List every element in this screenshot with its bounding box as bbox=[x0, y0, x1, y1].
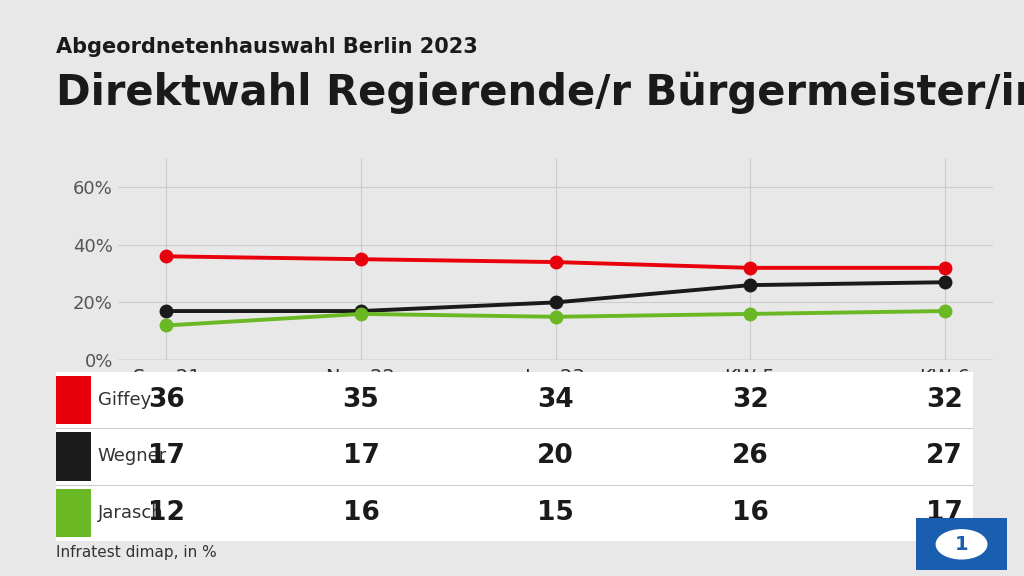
Text: 17: 17 bbox=[926, 500, 964, 526]
Text: 32: 32 bbox=[927, 387, 963, 413]
Bar bbox=[56, 433, 91, 480]
Text: 36: 36 bbox=[148, 387, 184, 413]
Bar bbox=[56, 489, 91, 537]
Circle shape bbox=[936, 530, 987, 559]
Text: 16: 16 bbox=[342, 500, 380, 526]
Text: 17: 17 bbox=[342, 444, 380, 469]
Text: 32: 32 bbox=[732, 387, 768, 413]
Text: 20: 20 bbox=[538, 444, 573, 469]
Bar bbox=[56, 376, 91, 424]
Text: Wegner: Wegner bbox=[97, 448, 167, 465]
Text: 1: 1 bbox=[954, 535, 969, 554]
Text: 35: 35 bbox=[343, 387, 379, 413]
Text: 26: 26 bbox=[732, 444, 768, 469]
Text: Direktwahl Regierende/r Bürgermeister/in: Direktwahl Regierende/r Bürgermeister/in bbox=[56, 72, 1024, 115]
Text: 27: 27 bbox=[927, 444, 963, 469]
Text: 17: 17 bbox=[147, 444, 185, 469]
Text: Jarasch: Jarasch bbox=[97, 504, 163, 522]
Text: 12: 12 bbox=[147, 500, 185, 526]
Text: Infratest dimap, in %: Infratest dimap, in % bbox=[56, 545, 217, 560]
FancyBboxPatch shape bbox=[913, 517, 1010, 572]
Text: 16: 16 bbox=[731, 500, 769, 526]
Text: 34: 34 bbox=[538, 387, 573, 413]
Text: Giffey: Giffey bbox=[97, 391, 151, 409]
Text: 15: 15 bbox=[537, 500, 574, 526]
Text: Abgeordnetenhauswahl Berlin 2023: Abgeordnetenhauswahl Berlin 2023 bbox=[56, 37, 478, 58]
